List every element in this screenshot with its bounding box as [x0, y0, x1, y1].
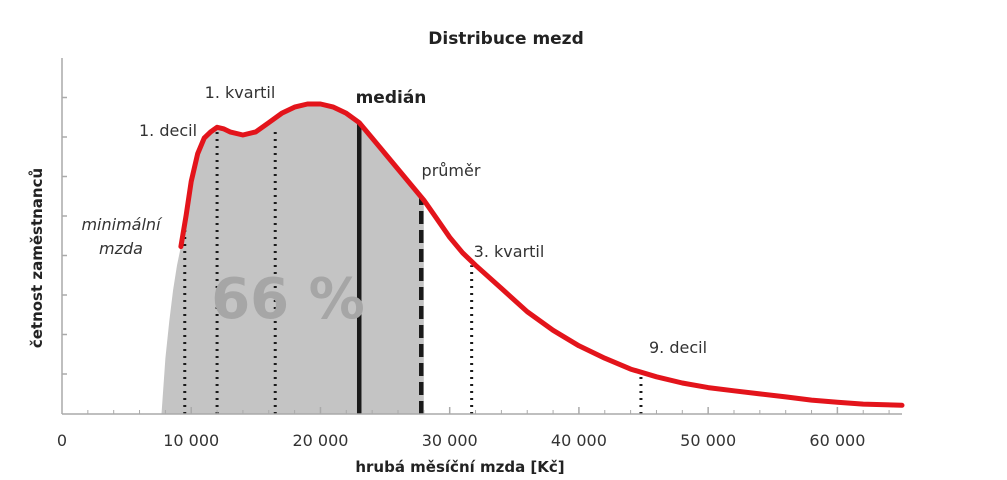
- shaded-share-label: 66 %: [211, 267, 365, 332]
- median-label: medián: [356, 88, 427, 108]
- decile1-label: 1. decil: [139, 121, 197, 140]
- decile9-label: 9. decil: [649, 338, 707, 357]
- min-wage-label-line1: minimální: [81, 215, 163, 234]
- quartile3-label: 3. kvartil: [474, 242, 545, 261]
- x-tick-label: 40 000: [551, 431, 607, 450]
- x-tick-label: 50 000: [680, 431, 736, 450]
- x-tick-label: 30 000: [422, 431, 478, 450]
- x-tick-label: 20 000: [292, 431, 348, 450]
- distribution-curve: [178, 101, 905, 408]
- y-axis-label: četnost zaměstnanců: [28, 168, 46, 348]
- quartile1-label: 1. kvartil: [205, 83, 276, 102]
- chart-title: Distribuce mezd: [428, 29, 584, 49]
- mean-label: průměr: [422, 161, 481, 180]
- x-axis-label: hrubá měsíční mzda [Kč]: [355, 458, 564, 476]
- x-tick-label: 60 000: [809, 431, 865, 450]
- x-tick-label: 0: [57, 431, 67, 450]
- x-tick-label: 10 000: [163, 431, 219, 450]
- min-wage-label-line2: mzda: [99, 239, 143, 258]
